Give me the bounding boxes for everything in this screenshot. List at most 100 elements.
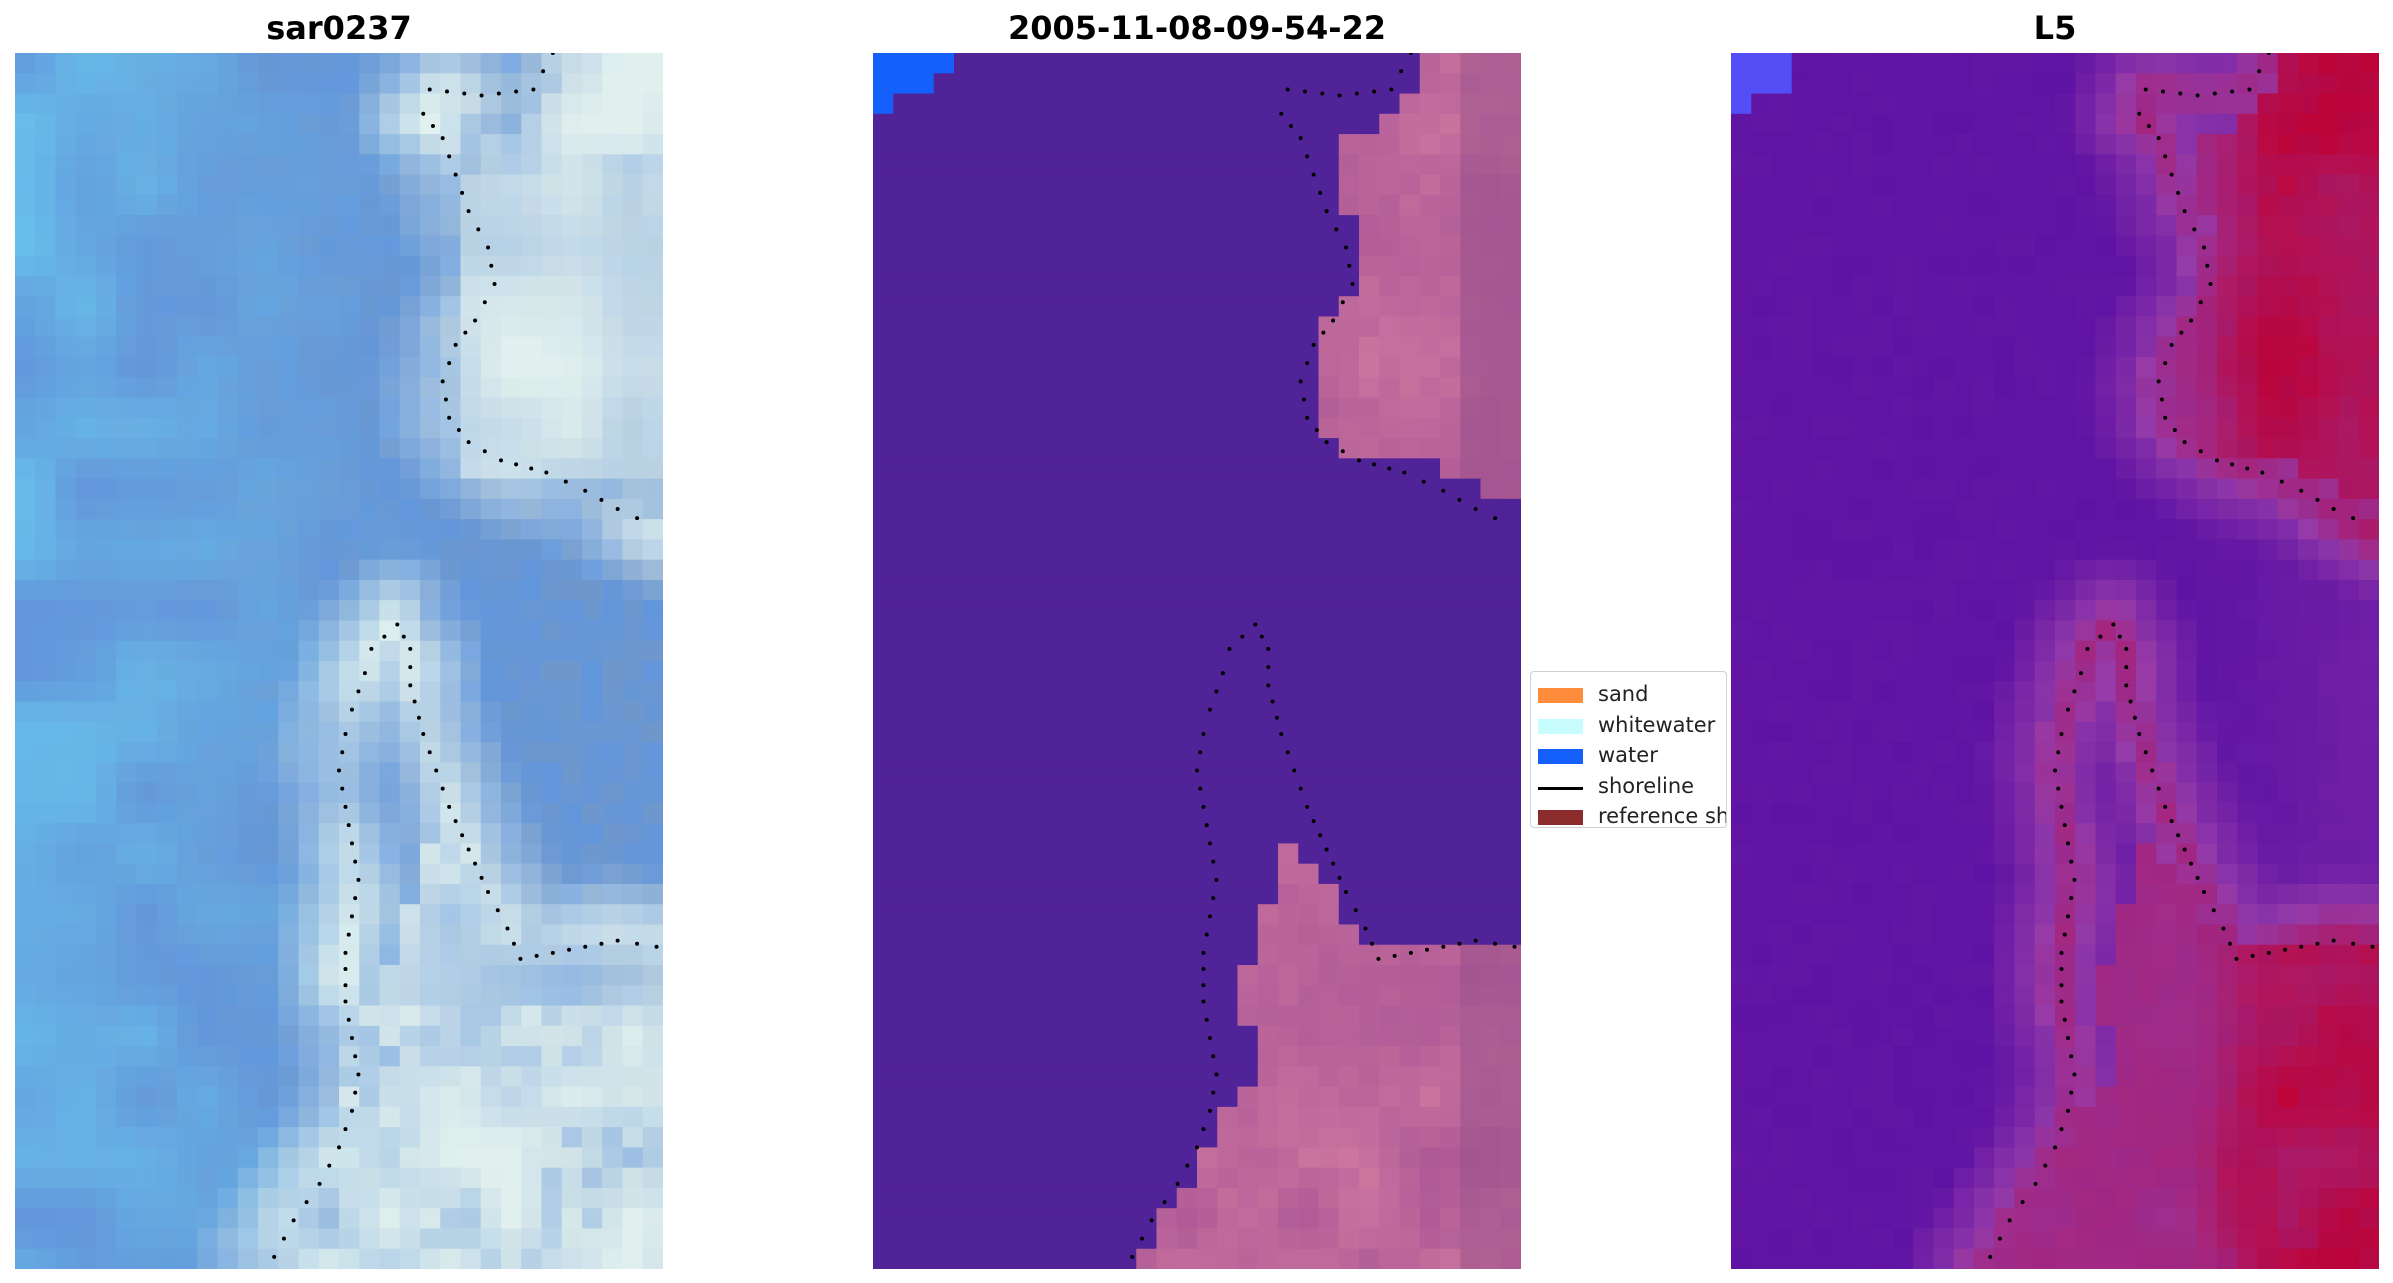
shoreline-dot xyxy=(2198,300,2203,305)
shoreline-dot xyxy=(2221,926,2226,931)
shoreline-dot xyxy=(2163,154,2168,159)
shoreline-dot xyxy=(447,415,452,420)
shoreline-dot xyxy=(2124,665,2129,670)
shoreline-dot xyxy=(2163,415,2168,420)
legend-label-whitewater: whitewater xyxy=(1598,712,1716,737)
shoreline-dot xyxy=(445,89,449,94)
legend-item-sand: sand xyxy=(1531,679,1726,710)
shoreline-dot xyxy=(1357,458,1361,463)
shoreline-dot xyxy=(1227,646,1232,651)
shoreline-dot xyxy=(466,440,471,445)
shoreline-dot xyxy=(2065,1035,2070,1040)
shoreline-dot xyxy=(486,890,491,895)
shoreline-dot xyxy=(2059,967,2064,972)
shoreline-dot xyxy=(1204,1017,1209,1022)
shoreline-dot xyxy=(541,69,546,74)
shoreline-dot xyxy=(2202,245,2207,250)
shoreline-dot xyxy=(2065,1108,2070,1113)
shoreline-dot xyxy=(2033,1181,2038,1186)
shoreline-dot xyxy=(401,634,406,639)
shoreline-dot xyxy=(353,1054,358,1059)
shoreline-dot xyxy=(635,516,640,521)
shoreline-dot xyxy=(2195,93,2200,98)
shoreline-dot xyxy=(382,634,387,639)
shoreline-dot xyxy=(412,699,417,704)
shoreline-dot xyxy=(2137,111,2142,116)
shoreline-dot xyxy=(1298,786,1303,791)
shoreline-dot xyxy=(2331,938,2336,943)
shoreline-dot xyxy=(495,908,500,913)
shoreline-dot xyxy=(1311,172,1316,177)
shoreline-dot xyxy=(349,707,354,712)
shoreline-dot xyxy=(281,1236,286,1241)
shoreline-dot xyxy=(408,665,413,670)
shoreline-dot xyxy=(1324,440,1329,445)
shoreline-dot xyxy=(1372,462,1377,467)
shoreline-dot xyxy=(343,999,348,1004)
shoreline-dot xyxy=(1220,671,1225,676)
shoreline-dot xyxy=(349,1035,354,1040)
shoreline-dot xyxy=(492,282,497,287)
shoreline-dot xyxy=(343,804,348,809)
shoreline-dot xyxy=(1214,1072,1219,1077)
sar-image-panel xyxy=(15,53,663,1269)
shoreline-dot xyxy=(460,190,465,195)
shoreline-dot xyxy=(2143,750,2148,755)
shoreline-dot xyxy=(1211,859,1216,864)
shoreline-dot xyxy=(462,91,467,96)
shoreline-dot xyxy=(340,786,345,791)
shoreline-dot xyxy=(2053,768,2057,773)
shoreline-dot xyxy=(1305,361,1310,366)
shoreline-dot xyxy=(2178,91,2183,96)
shoreline-dot xyxy=(514,89,519,94)
shoreline-dot xyxy=(466,847,471,852)
shoreline-dot xyxy=(1214,689,1219,694)
shoreline-dot xyxy=(362,671,367,676)
shoreline-dot xyxy=(1201,731,1206,736)
shoreline-dot xyxy=(1285,750,1290,755)
shoreline-dot xyxy=(408,683,413,688)
shoreline-dot xyxy=(531,87,536,92)
shoreline-dot xyxy=(2315,497,2320,502)
shoreline-dot xyxy=(2132,715,2137,720)
shoreline-dot xyxy=(356,689,361,694)
shoreline-dot xyxy=(479,875,484,880)
shoreline-dot xyxy=(353,1090,358,1095)
shoreline-dot xyxy=(327,1163,332,1168)
classified-image-raster xyxy=(873,53,1521,1269)
shoreline-dot xyxy=(2146,123,2151,128)
shoreline-dot xyxy=(2176,190,2181,195)
shoreline-dot xyxy=(443,397,448,402)
shoreline-dot xyxy=(1493,516,1498,521)
shoreline-dot xyxy=(2069,1090,2074,1095)
shoreline-dot xyxy=(2215,458,2219,463)
shoreline-dot xyxy=(1201,804,1206,809)
shoreline-dot xyxy=(1207,841,1212,846)
shoreline-dot xyxy=(1211,896,1216,901)
sar-image-raster xyxy=(15,53,663,1269)
shoreline-dot xyxy=(2198,449,2203,454)
shoreline-dot xyxy=(1298,379,1303,384)
shoreline-dot xyxy=(447,154,452,159)
shoreline-dot xyxy=(1387,466,1392,471)
shoreline-dot xyxy=(1314,427,1319,432)
shoreline-dot xyxy=(1363,926,1368,931)
shoreline-dot xyxy=(486,245,491,250)
shoreline-dot xyxy=(2059,950,2064,955)
shoreline-dot xyxy=(1201,1127,1206,1132)
shoreline-dot xyxy=(460,833,465,838)
shoreline-dot xyxy=(1344,890,1349,895)
shoreline-dot xyxy=(2007,1218,2012,1223)
shoreline-dot xyxy=(1392,953,1397,958)
shoreline-dot xyxy=(1204,932,1209,937)
shoreline-dot xyxy=(473,861,478,866)
shoreline-dot xyxy=(615,507,620,511)
shoreline-dot xyxy=(1162,1200,1167,1205)
shoreline-dot xyxy=(1988,1254,1993,1259)
shoreline-dot xyxy=(583,488,588,493)
shoreline-dot xyxy=(440,379,445,384)
index-image-raster xyxy=(1731,53,2379,1269)
shoreline-dot xyxy=(343,950,348,955)
shoreline-dot xyxy=(2059,804,2064,809)
shoreline-dot xyxy=(2072,1072,2077,1077)
